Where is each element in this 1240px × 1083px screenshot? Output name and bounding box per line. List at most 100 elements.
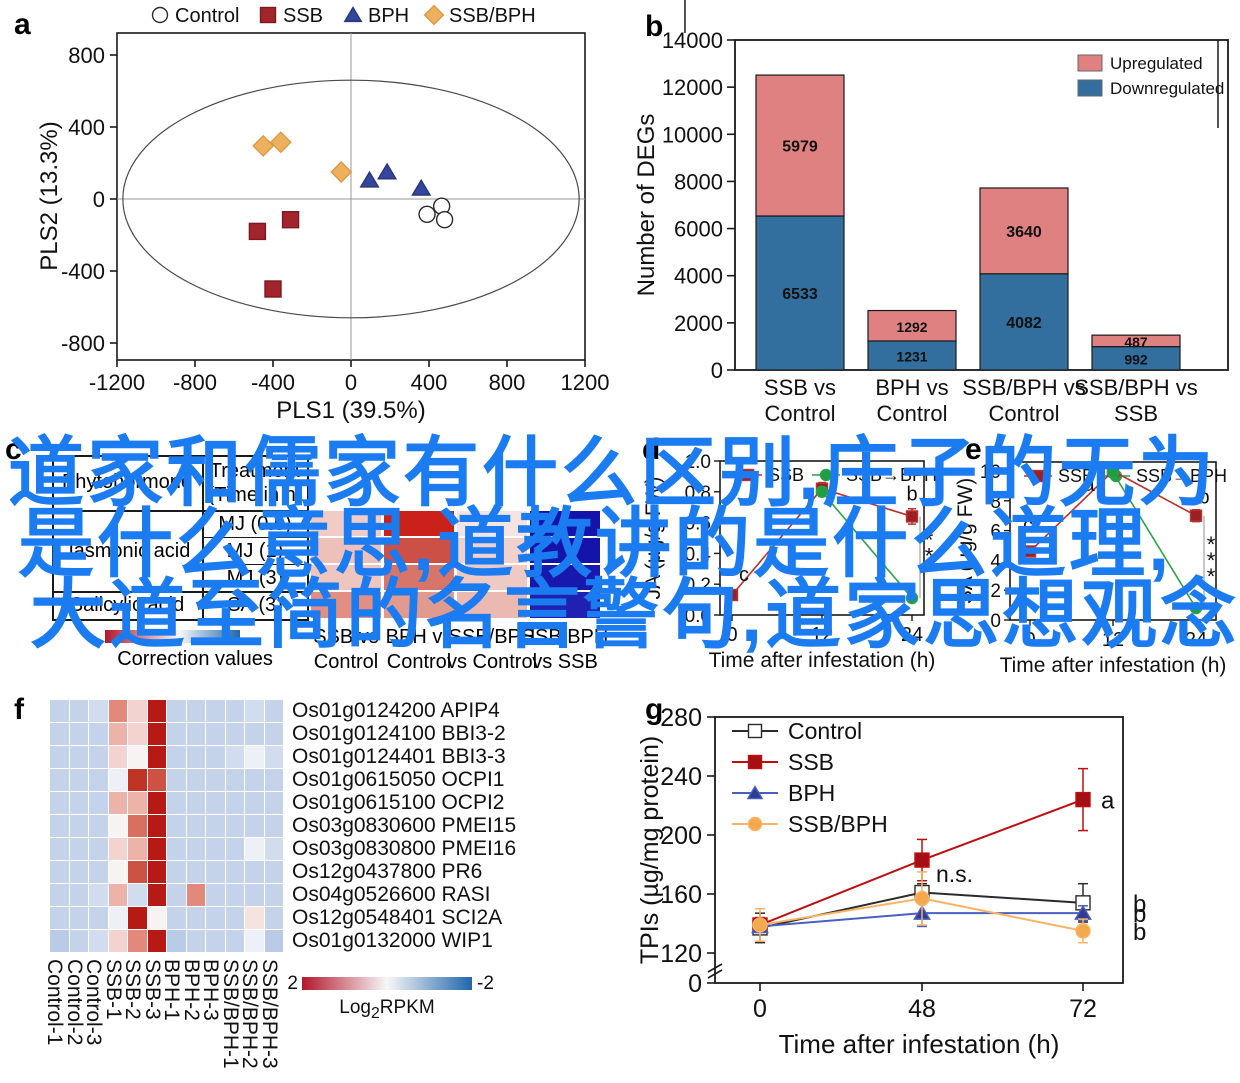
y-tick-label: 10000: [662, 122, 723, 147]
heatmap-cell: [225, 723, 244, 745]
x-tick-label: 1200: [561, 370, 610, 395]
bar-value-upregulated: 3640: [1006, 224, 1042, 241]
table-border-h: [52, 619, 308, 621]
heatmap-cell: [128, 769, 147, 791]
heatmap-cell: [69, 700, 88, 722]
heatmap-cell: [245, 792, 264, 814]
data-point-SSB/BPH: [752, 917, 768, 933]
table-border-v: [202, 455, 204, 621]
gene-row-label: Os03g0830600 PMEI15: [292, 814, 517, 837]
legend-label: Upregulated: [1110, 54, 1203, 73]
x-tick-label: 24: [1185, 629, 1207, 651]
heatmap-cell: [89, 907, 108, 929]
bar-value-downregulated: 992: [1124, 351, 1148, 367]
heatmap-cell: [264, 907, 283, 929]
heatmap-cell: [167, 884, 186, 906]
heatmap-cell: [69, 723, 88, 745]
end-letter-label: b: [1133, 901, 1146, 928]
heatmap-cell: [245, 838, 264, 860]
heatmap-cell: [384, 565, 454, 590]
heatmap-cell: [206, 838, 225, 860]
y-tick-label: 0.4: [685, 544, 712, 565]
heatmap-cell: [225, 930, 244, 952]
heatmap-cell: [186, 861, 205, 883]
heatmap-cell: [89, 792, 108, 814]
heatmap-cell: [69, 746, 88, 768]
legend-label: Downregulated: [1110, 79, 1224, 98]
heatmap-cell: [89, 861, 108, 883]
legend-marker-SSB→BPH: [819, 468, 833, 482]
legend-label: SSB→BPH: [846, 465, 937, 485]
heatmap-cell: [50, 930, 69, 952]
heatmap-col-label-line2: vs Control: [446, 651, 538, 673]
y-tick-label: 12000: [662, 75, 723, 100]
significance-asterisk: *: [925, 543, 934, 568]
heatmap-cell: [264, 838, 283, 860]
heatmap-cell: [457, 592, 527, 618]
point-letter-label: b: [1198, 487, 1209, 509]
heatmap-cell: [311, 538, 381, 563]
heatmap-col-label-line2: vs SSB: [532, 651, 598, 673]
deg-bar-chart: 0 2000 4000 6000 8000 10000 12000 14000 Number o…: [633, 0, 1229, 426]
heatmap-cell: [264, 700, 283, 722]
table-header-time: (Time in h): [207, 484, 303, 506]
x-category-line1: SSB/BPH vs: [962, 375, 1085, 400]
heatmap-cell: [147, 907, 166, 929]
gene-row-label: Os12g0437800 PR6: [292, 860, 483, 883]
hormone-line-chart: 0.0 0.2 0.4 0.6 0.8 1.0 0 12 24 Time after infest…: [642, 452, 937, 672]
heatmap-cell: [264, 930, 283, 952]
y-tick-label: 160: [660, 881, 702, 909]
heatmap-cell: [264, 884, 283, 906]
x-tick-label: 48: [908, 995, 936, 1023]
heatmap-cell: [225, 907, 244, 929]
legend-marker-SSB: [259, 6, 277, 24]
heatmap-cell: [50, 792, 69, 814]
legend-label: BPH: [788, 780, 835, 806]
heatmap-cell: [69, 884, 88, 906]
table-row-line: [202, 537, 307, 538]
colorbar-label-part: 2: [370, 1004, 380, 1022]
heatmap-cell: [206, 930, 225, 952]
heatmap-cell: [167, 723, 186, 745]
gene-row-label: Os01g0124100 BBI3-2: [292, 722, 506, 745]
y-tick-label: 0: [711, 358, 723, 383]
x-category-line1: SSB vs: [764, 375, 836, 400]
heatmap-cell: [245, 746, 264, 768]
colorbar-max-value: 2: [287, 973, 298, 994]
y-axis-label: TPIs (µg/mg protein): [636, 736, 664, 964]
heatmap-cell: [186, 746, 205, 768]
gene-row-label: Os01g0615050 OCPI1: [292, 768, 505, 791]
heatmap-cell: [69, 907, 88, 929]
heatmap-cell: [69, 930, 88, 952]
gene-row-label: Os03g0830800 PMEI16: [292, 837, 517, 860]
x-axis-label: PLS1 (39.5%): [276, 397, 425, 424]
heatmap-cell: [206, 700, 225, 722]
heatmap-cell: [69, 861, 88, 883]
heatmap-cell: [147, 884, 166, 906]
heatmap-cell: [89, 746, 108, 768]
heatmap-cell: [206, 884, 225, 906]
legend-label: BPH: [368, 5, 409, 27]
heatmap-cell: [245, 907, 264, 929]
point-letter-label: c: [739, 564, 749, 586]
point-letter-label: a: [1083, 474, 1095, 496]
y-axis-label: PLS2 (13.3%): [36, 121, 63, 270]
legend-label: SSB: [768, 465, 804, 485]
point-letter-label: b: [906, 483, 917, 505]
gene-row-label: Os01g0124200 APIP4: [292, 699, 500, 722]
panel-label-a: a: [14, 8, 31, 41]
heatmap-cell: [167, 746, 186, 768]
x-axis-label: Time after infestation (h): [779, 1029, 1060, 1059]
legend-marker-SSB/BPH: [423, 4, 445, 26]
heatmap-cell: [69, 838, 88, 860]
heatmap-cell: [225, 884, 244, 906]
heatmap-cell: [89, 769, 108, 791]
heatmap-cell: [167, 907, 186, 929]
gene-row-label: Os01g0132000 WIP1: [292, 929, 493, 952]
y-tick-label: 280: [660, 704, 702, 732]
panel-label-f: f: [14, 693, 24, 726]
heatmap-cell: [186, 884, 205, 906]
legend-swatch-Downregulated: [1077, 79, 1103, 97]
heatmap-cell: [147, 838, 166, 860]
